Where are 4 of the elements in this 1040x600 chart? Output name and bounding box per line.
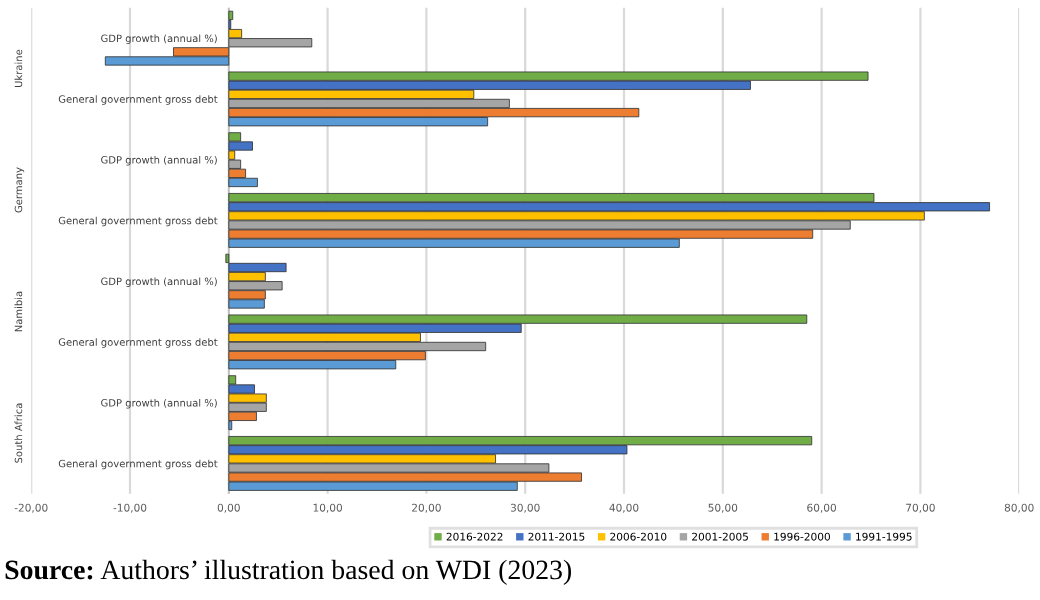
bar <box>228 177 258 188</box>
source-note: Source: Authors’ illustration based on WDI (2023) <box>5 559 572 585</box>
bar <box>228 262 287 273</box>
bar <box>228 341 487 352</box>
